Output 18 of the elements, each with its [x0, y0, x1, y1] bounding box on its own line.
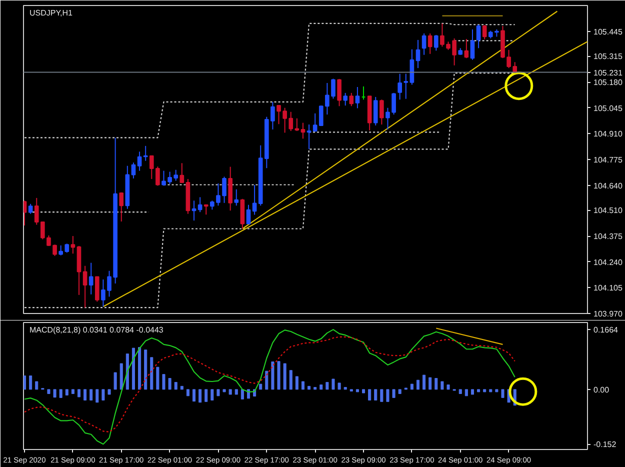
chart-title: USDJPY,H1 — [30, 8, 74, 18]
y-tick-label: 104.375 — [594, 232, 623, 242]
y-tick-label: -0.152 — [594, 440, 617, 450]
y-tick-label: 104.105 — [594, 284, 623, 293]
y-tick-label: 105.045 — [594, 104, 623, 113]
y-tick-label: 104.910 — [594, 130, 623, 139]
y-tick-label: 104.640 — [594, 181, 623, 190]
y-tick-label: 0.1664 — [594, 326, 619, 335]
y-tick-label: 104.510 — [594, 206, 623, 216]
y-tick-label: 104.240 — [594, 258, 623, 267]
y-tick-label: 104.775 — [594, 156, 623, 164]
y-tick-label: 105.315 — [594, 52, 623, 62]
y-tick-label: 0.00 — [594, 385, 610, 394]
y-tick-label: 105.445 — [594, 27, 623, 36]
ref-line-label: 105.231 — [594, 68, 623, 78]
chart-title: MACD(8,21,8) 0.0341 0.0784 -0.0443 — [30, 326, 164, 334]
y-tick-label: 103.970 — [594, 310, 623, 318]
y-tick-label: 105.180 — [594, 78, 623, 88]
